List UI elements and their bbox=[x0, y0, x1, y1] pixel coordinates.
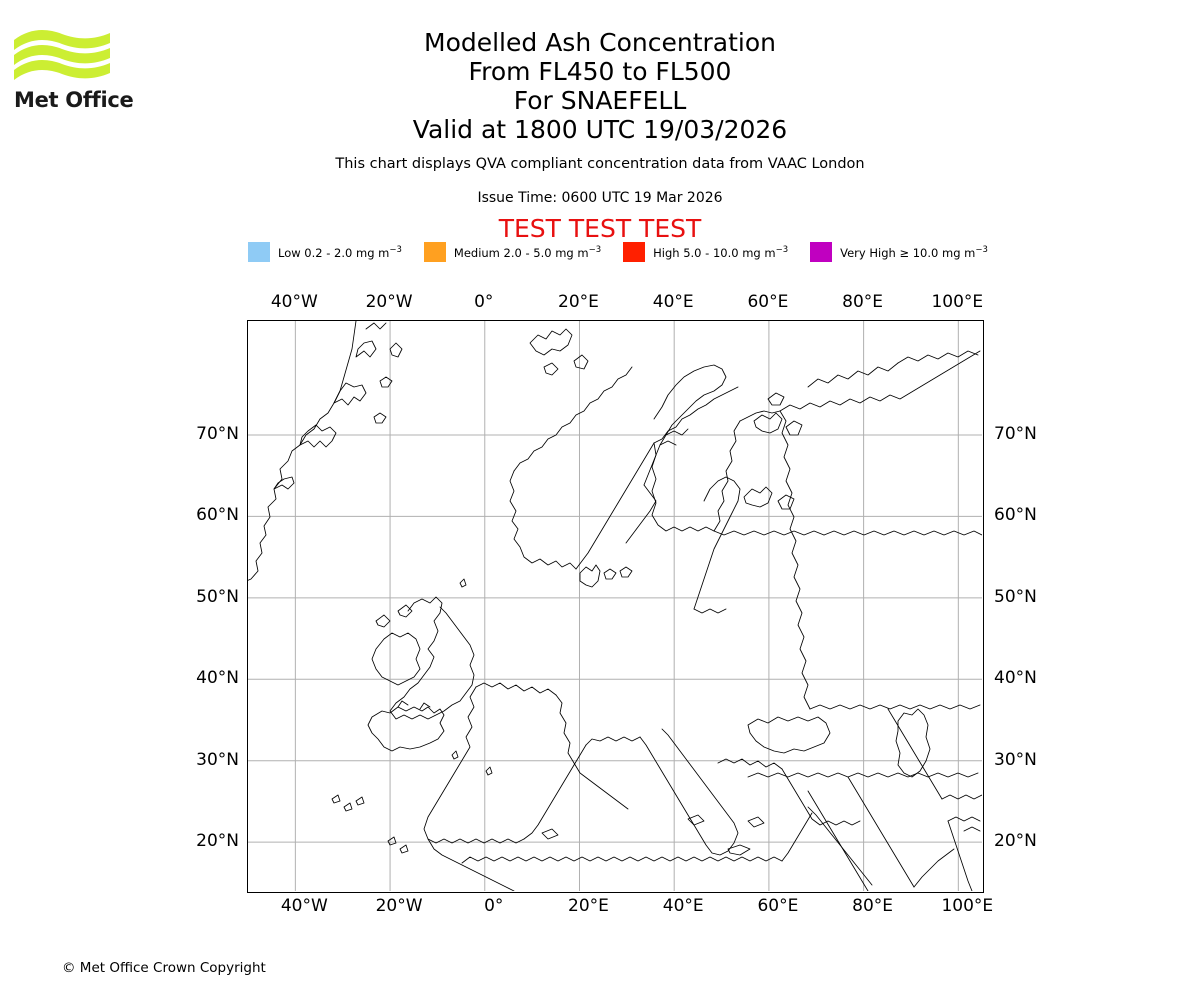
lat-tick-left-50: 50°N bbox=[196, 586, 239, 607]
map-plot-area bbox=[247, 320, 984, 893]
legend-label-high: High 5.0 - 10.0 mg m−3 bbox=[653, 244, 789, 260]
map-gridlines bbox=[248, 321, 982, 891]
valid-time: Valid at 1800 UTC 19/03/2026 bbox=[412, 115, 788, 144]
lon-tick-bottom-60: 60°E bbox=[757, 896, 799, 916]
met-office-logo: Met Office bbox=[12, 26, 212, 116]
lon-tick-top-20: 20°E bbox=[558, 292, 599, 312]
issue-time: Issue Time: 0600 UTC 19 Mar 2026 bbox=[477, 190, 723, 206]
lon-tick-top--20: 20°W bbox=[365, 292, 413, 312]
legend-item-low: Low 0.2 - 2.0 mg m−3 bbox=[248, 241, 424, 263]
lon-tick-top-80: 80°E bbox=[842, 292, 884, 312]
legend-label-very-high: Very High ≥ 10.0 mg m−3 bbox=[840, 244, 988, 260]
lon-tick-bottom--20: 20°W bbox=[375, 896, 423, 916]
lat-tick-right-50: 50°N bbox=[994, 586, 1037, 607]
lon-tick-bottom-20: 20°E bbox=[568, 896, 609, 916]
met-office-logo-text: Met Office bbox=[14, 88, 134, 112]
lat-tick-right-40: 40°N bbox=[994, 668, 1037, 689]
legend-swatch-medium bbox=[423, 242, 446, 262]
copyright-footer: © Met Office Crown Copyright bbox=[62, 960, 266, 976]
legend-swatch-high bbox=[623, 242, 646, 262]
lat-tick-left-70: 70°N bbox=[196, 424, 239, 444]
lon-tick-top-40: 40°E bbox=[652, 292, 694, 312]
volcano-name: For SNAEFELL bbox=[513, 86, 687, 115]
lon-tick-bottom-0: 0° bbox=[484, 896, 504, 916]
legend-label-low: Low 0.2 - 2.0 mg m−3 bbox=[278, 244, 402, 260]
legend-item-medium: Medium 2.0 - 5.0 mg m−3 bbox=[423, 241, 623, 263]
chart-title-block: Modelled Ash Concentration From FL450 to… bbox=[0, 28, 1200, 144]
test-banner: TEST TEST TEST bbox=[498, 214, 702, 243]
legend-swatch-very-high bbox=[810, 242, 833, 262]
lon-tick-top-60: 60°E bbox=[747, 292, 789, 312]
lat-tick-left-40: 40°N bbox=[196, 668, 239, 689]
legend-swatch-low bbox=[248, 242, 270, 262]
lat-tick-left-60: 60°N bbox=[196, 505, 239, 526]
coastlines-and-borders bbox=[248, 321, 982, 891]
concentration-legend: Low 0.2 - 2.0 mg m−3 Medium 2.0 - 5.0 mg … bbox=[248, 241, 988, 263]
lon-tick-bottom-40: 40°E bbox=[662, 896, 704, 916]
lon-tick-bottom-80: 80°E bbox=[852, 896, 894, 916]
flight-level-range: From FL450 to FL500 bbox=[468, 57, 732, 86]
lat-tick-left-30: 30°N bbox=[196, 749, 239, 770]
lon-tick-bottom--40: 40°W bbox=[280, 896, 328, 916]
lon-tick-top--40: 40°W bbox=[270, 292, 318, 312]
world-map bbox=[248, 321, 982, 891]
lon-tick-bottom-100: 100°E bbox=[941, 896, 994, 916]
lat-tick-right-60: 60°N bbox=[994, 505, 1037, 526]
lon-tick-top-0: 0° bbox=[474, 292, 494, 312]
lat-tick-right-30: 30°N bbox=[994, 749, 1037, 770]
lat-tick-left-20: 20°N bbox=[196, 831, 239, 852]
met-office-wave-icon bbox=[14, 30, 110, 80]
legend-label-medium: Medium 2.0 - 5.0 mg m−3 bbox=[453, 244, 602, 260]
lat-tick-right-70: 70°N bbox=[994, 424, 1037, 444]
legend-item-very-high: Very High ≥ 10.0 mg m−3 bbox=[810, 241, 1010, 263]
lon-tick-top-100: 100°E bbox=[931, 292, 984, 312]
lat-tick-right-20: 20°N bbox=[994, 831, 1037, 852]
qva-note: This chart displays QVA compliant concen… bbox=[335, 156, 865, 172]
legend-item-high: High 5.0 - 10.0 mg m−3 bbox=[623, 241, 810, 263]
page-title: Modelled Ash Concentration bbox=[424, 28, 776, 57]
